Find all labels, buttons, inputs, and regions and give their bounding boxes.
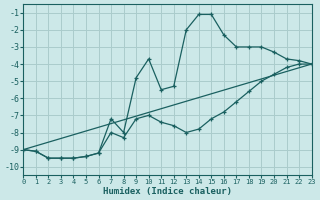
X-axis label: Humidex (Indice chaleur): Humidex (Indice chaleur) — [103, 187, 232, 196]
